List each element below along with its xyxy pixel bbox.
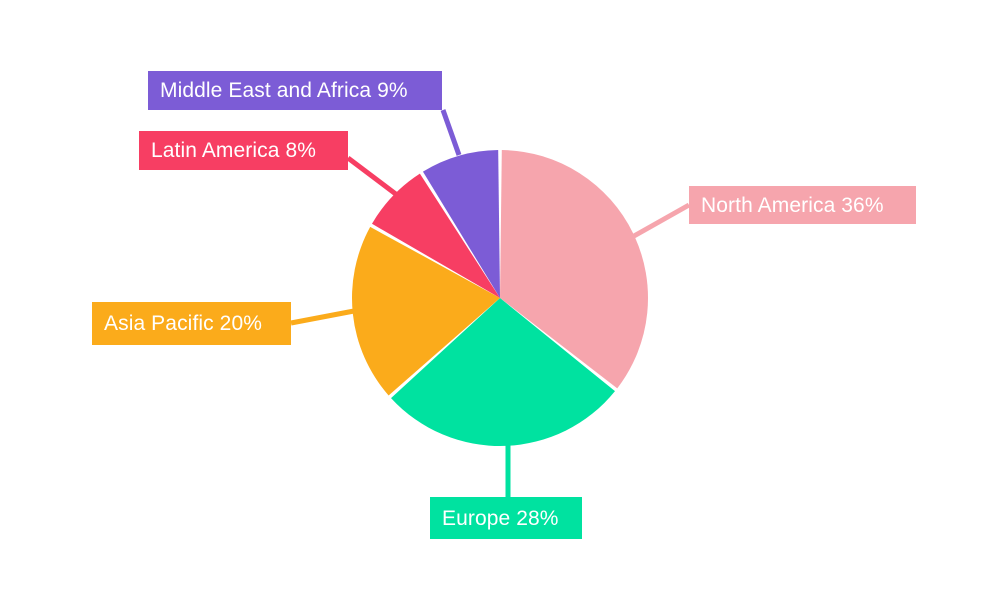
leader-line-middle-east-and-africa	[440, 109, 462, 156]
leader-line-north-america	[632, 202, 691, 239]
pie-label-latin-america[interactable]: Latin America 8%	[139, 131, 348, 170]
leader-lines	[290, 109, 691, 497]
leader-line-asia-pacific	[290, 308, 355, 326]
pie-slice-asia-pacific[interactable]	[351, 226, 500, 396]
pie-label-asia-pacific[interactable]: Asia Pacific 20%	[92, 302, 291, 345]
pie-label-north-america[interactable]: North America 36%	[689, 186, 916, 224]
pie-slice-europe[interactable]	[391, 298, 615, 447]
pie-slices	[351, 150, 649, 447]
pie-slice-latin-america[interactable]	[371, 173, 500, 298]
leader-line-latin-america	[346, 156, 403, 200]
pie-label-middle-east-and-africa[interactable]: Middle East and Africa 9%	[148, 71, 442, 110]
pie-label-europe[interactable]: Europe 28%	[430, 497, 582, 539]
pie-slice-middle-east-and-africa[interactable]	[422, 150, 500, 298]
pie-slice-north-america[interactable]	[500, 150, 649, 389]
